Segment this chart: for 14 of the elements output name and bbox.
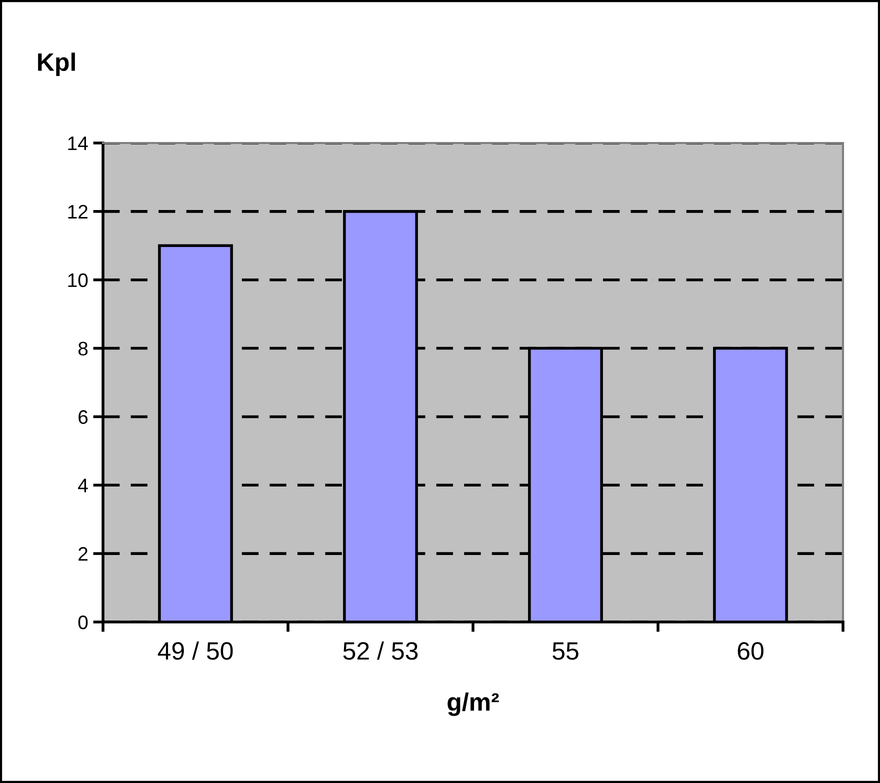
y-tick-label: 4 xyxy=(78,478,88,492)
x-tick-label: 60 xyxy=(738,642,764,660)
x-tick-label: 55 xyxy=(552,642,578,660)
y-tick-label: 14 xyxy=(68,136,88,150)
y-tick-label: 6 xyxy=(78,410,88,424)
y-tick-label: 10 xyxy=(68,273,88,288)
y-tick-label: 12 xyxy=(68,204,88,218)
y-axis-title: Kpl xyxy=(38,52,75,76)
y-tick-label: 0 xyxy=(78,615,88,630)
y-tick-label: 8 xyxy=(78,342,88,356)
x-tick-label: 52 / 53 xyxy=(343,641,418,660)
x-tick-label: 49 / 50 xyxy=(158,641,233,660)
x-axis-title: g/m² xyxy=(448,692,499,716)
y-tick-label: 2 xyxy=(78,547,88,561)
